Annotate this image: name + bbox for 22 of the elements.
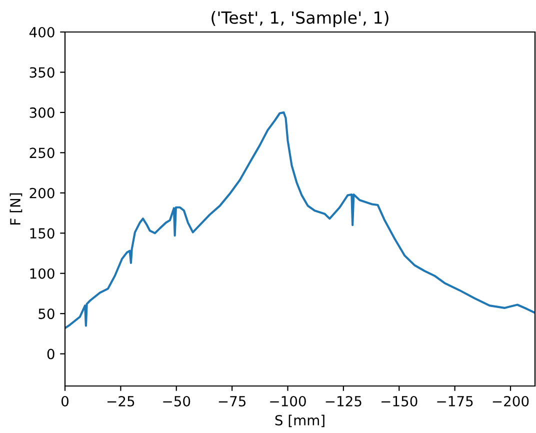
line-series [65,111,535,330]
x-tick-label: −175 [437,396,473,406]
x-tick-label: −100 [270,396,306,406]
x-tick-label: −200 [492,396,529,406]
x-tick-label: −25 [108,396,134,406]
y-tick-label: 350 [30,67,54,78]
y-tick-label: 0 [47,348,54,360]
y-tick-label: 50 [38,308,54,320]
y-tick-label: 200 [30,188,54,198]
y-tick-label: 400 [29,26,54,38]
x-tick-label: −150 [382,396,418,406]
y-tick-label: 250 [30,148,54,158]
y-tick-label: 100 [30,268,54,279]
x-tick-label: 0 [61,396,68,406]
x-axis-title: S [mm] [275,414,324,428]
x-tick-label: −50 [163,396,190,406]
x-tick-label: −75 [218,396,246,406]
x-tick-label: −125 [326,396,362,406]
y-axis-title: F [N] [10,193,22,224]
chart-title: ('Test', 1, 'Sample', 1) [212,11,388,28]
y-tick-label: 150 [30,228,54,239]
y-tick-label: 300 [30,107,54,118]
